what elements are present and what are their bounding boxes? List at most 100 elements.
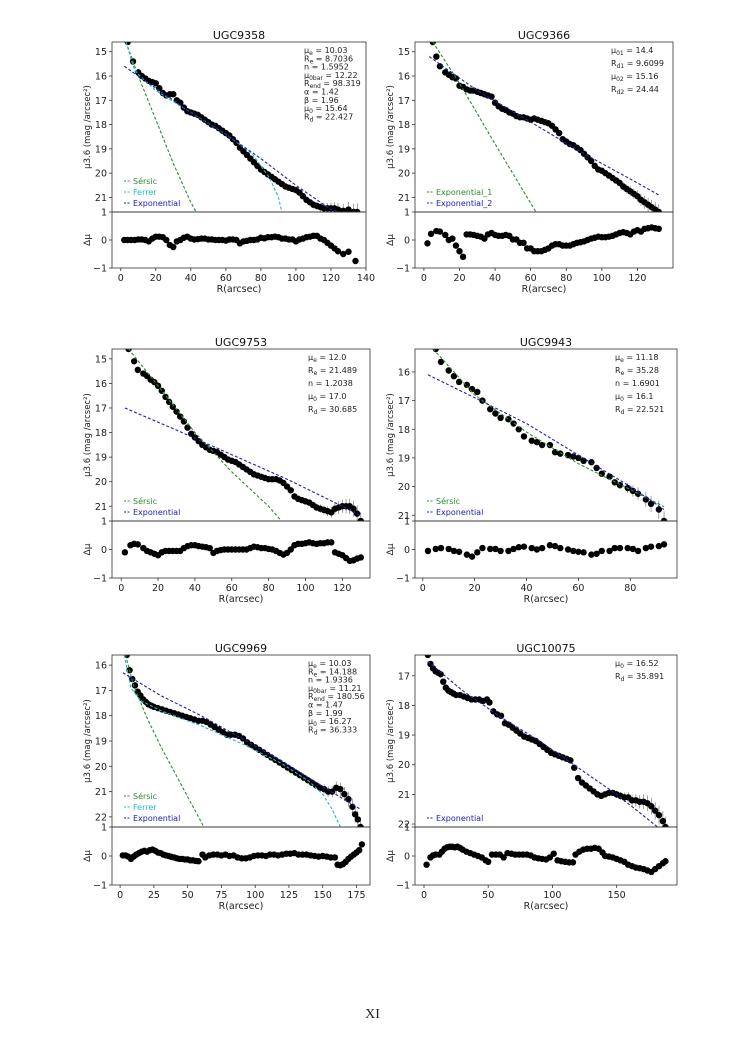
profile-panel: UGC10075 17 18 19 20 21 22 −1 0 1 0 50 100 150 R(arcse…	[386, 642, 678, 912]
data-point	[437, 358, 445, 366]
residual-point	[624, 544, 631, 552]
residual-point	[206, 544, 213, 552]
legend-label: Exponential	[133, 199, 180, 208]
data-point	[546, 441, 554, 449]
residual-point	[546, 542, 554, 549]
data-point	[593, 464, 600, 472]
data-point	[354, 208, 361, 212]
residual-point	[588, 551, 595, 558]
x-tick-label: 20	[150, 273, 162, 284]
param-text: Rd = 36.333	[308, 725, 357, 736]
data-point	[492, 410, 499, 417]
residual-point	[437, 544, 445, 552]
data-point	[659, 817, 667, 825]
param-text: Rd2 = 24.44	[611, 85, 659, 96]
legend-label: Ferrer	[133, 188, 157, 197]
y-tick-label: 19	[95, 453, 107, 464]
residual-tick-label: 1	[101, 823, 107, 834]
residual-axis-label: Δμ	[386, 850, 396, 862]
param-text: Rd = 35.891	[615, 672, 664, 683]
data-point	[497, 712, 505, 719]
data-point	[169, 403, 177, 410]
x-tick-label: 60	[226, 583, 238, 594]
model-curve-s-rsic	[128, 349, 282, 521]
residual-point	[352, 257, 359, 265]
residual-point	[580, 549, 587, 556]
x-tick-label: 100	[287, 273, 305, 284]
residual-tick-label: −1	[396, 574, 410, 585]
y-tick-label: 22	[398, 820, 410, 831]
y-tick-label: 20	[398, 760, 410, 771]
param-text: μe = 10.03	[304, 46, 348, 57]
data-point	[440, 678, 447, 685]
residual-point	[520, 239, 527, 246]
data-point	[162, 393, 169, 401]
y-tick-label: 16	[95, 72, 107, 83]
param-text: α = 1.42	[304, 88, 339, 97]
residual-point	[355, 847, 363, 854]
model-curve-exponential	[427, 374, 665, 510]
residual-point	[510, 545, 517, 553]
residual-point	[655, 542, 663, 550]
residual-point	[424, 547, 432, 555]
residual-point	[533, 546, 541, 553]
residual-point	[345, 248, 352, 255]
y-tick-label: 20	[95, 762, 107, 773]
residual-point	[538, 544, 546, 552]
data-point	[170, 91, 177, 98]
y-tick-label: 21	[95, 502, 107, 513]
x-tick-label: 0	[117, 890, 123, 901]
model-curve-s-rsic	[125, 42, 197, 212]
y-tick-label: 19	[95, 144, 107, 155]
data-point	[580, 457, 587, 464]
param-text: Re = 35.28	[615, 366, 659, 377]
residual-point	[575, 548, 582, 555]
residual-plot	[423, 843, 669, 876]
x-tick-label: 0	[421, 890, 427, 901]
y-axis-label: μ3.6 (mag /arcsec²)	[386, 85, 396, 169]
y-tick-label: 19	[398, 731, 410, 742]
residual-point	[655, 225, 662, 232]
data-point	[130, 358, 138, 365]
residual-tick-label: −1	[93, 881, 107, 892]
data-point	[357, 517, 364, 521]
residual-point	[456, 248, 463, 255]
y-tick-label: 15	[95, 354, 107, 365]
y-tick-label: 18	[398, 120, 410, 131]
data-point	[588, 459, 595, 466]
y-tick-label: 18	[398, 701, 410, 712]
data-point	[424, 655, 432, 659]
data-point	[647, 500, 655, 507]
y-tick-label: 18	[95, 711, 107, 722]
residual-point	[505, 547, 512, 555]
residual-tick-label: −1	[396, 881, 410, 892]
data-point	[349, 803, 356, 810]
param-text: Rd = 22.521	[615, 405, 664, 416]
data-point	[651, 807, 659, 814]
residual-point	[634, 547, 642, 555]
legend-label: Exponential	[133, 508, 180, 517]
residual-point	[357, 554, 364, 561]
y-tick-label: 17	[95, 686, 107, 697]
residual-point	[424, 240, 431, 247]
x-tick-label: 0	[118, 583, 124, 594]
y-tick-label: 19	[398, 144, 410, 155]
x-tick-label: 60	[525, 273, 537, 284]
residual-point	[474, 549, 481, 556]
residual-point	[445, 545, 452, 553]
x-tick-label: 80	[263, 583, 275, 594]
residual-point	[629, 545, 637, 553]
residual-point	[134, 541, 141, 548]
residual-axis-label: Δμ	[83, 234, 93, 246]
y-tick-label: 16	[398, 367, 410, 378]
residual-point	[492, 545, 499, 553]
y-tick-label: 22	[95, 812, 107, 823]
data-point	[436, 63, 444, 70]
legend-label: Ferrer	[133, 803, 157, 812]
x-tick-label: 80	[255, 273, 267, 284]
data-point	[455, 378, 463, 386]
x-tick-label: 150	[314, 890, 332, 901]
param-text: μ0 = 15.64	[304, 104, 348, 115]
y-tick-label: 17	[95, 403, 107, 414]
